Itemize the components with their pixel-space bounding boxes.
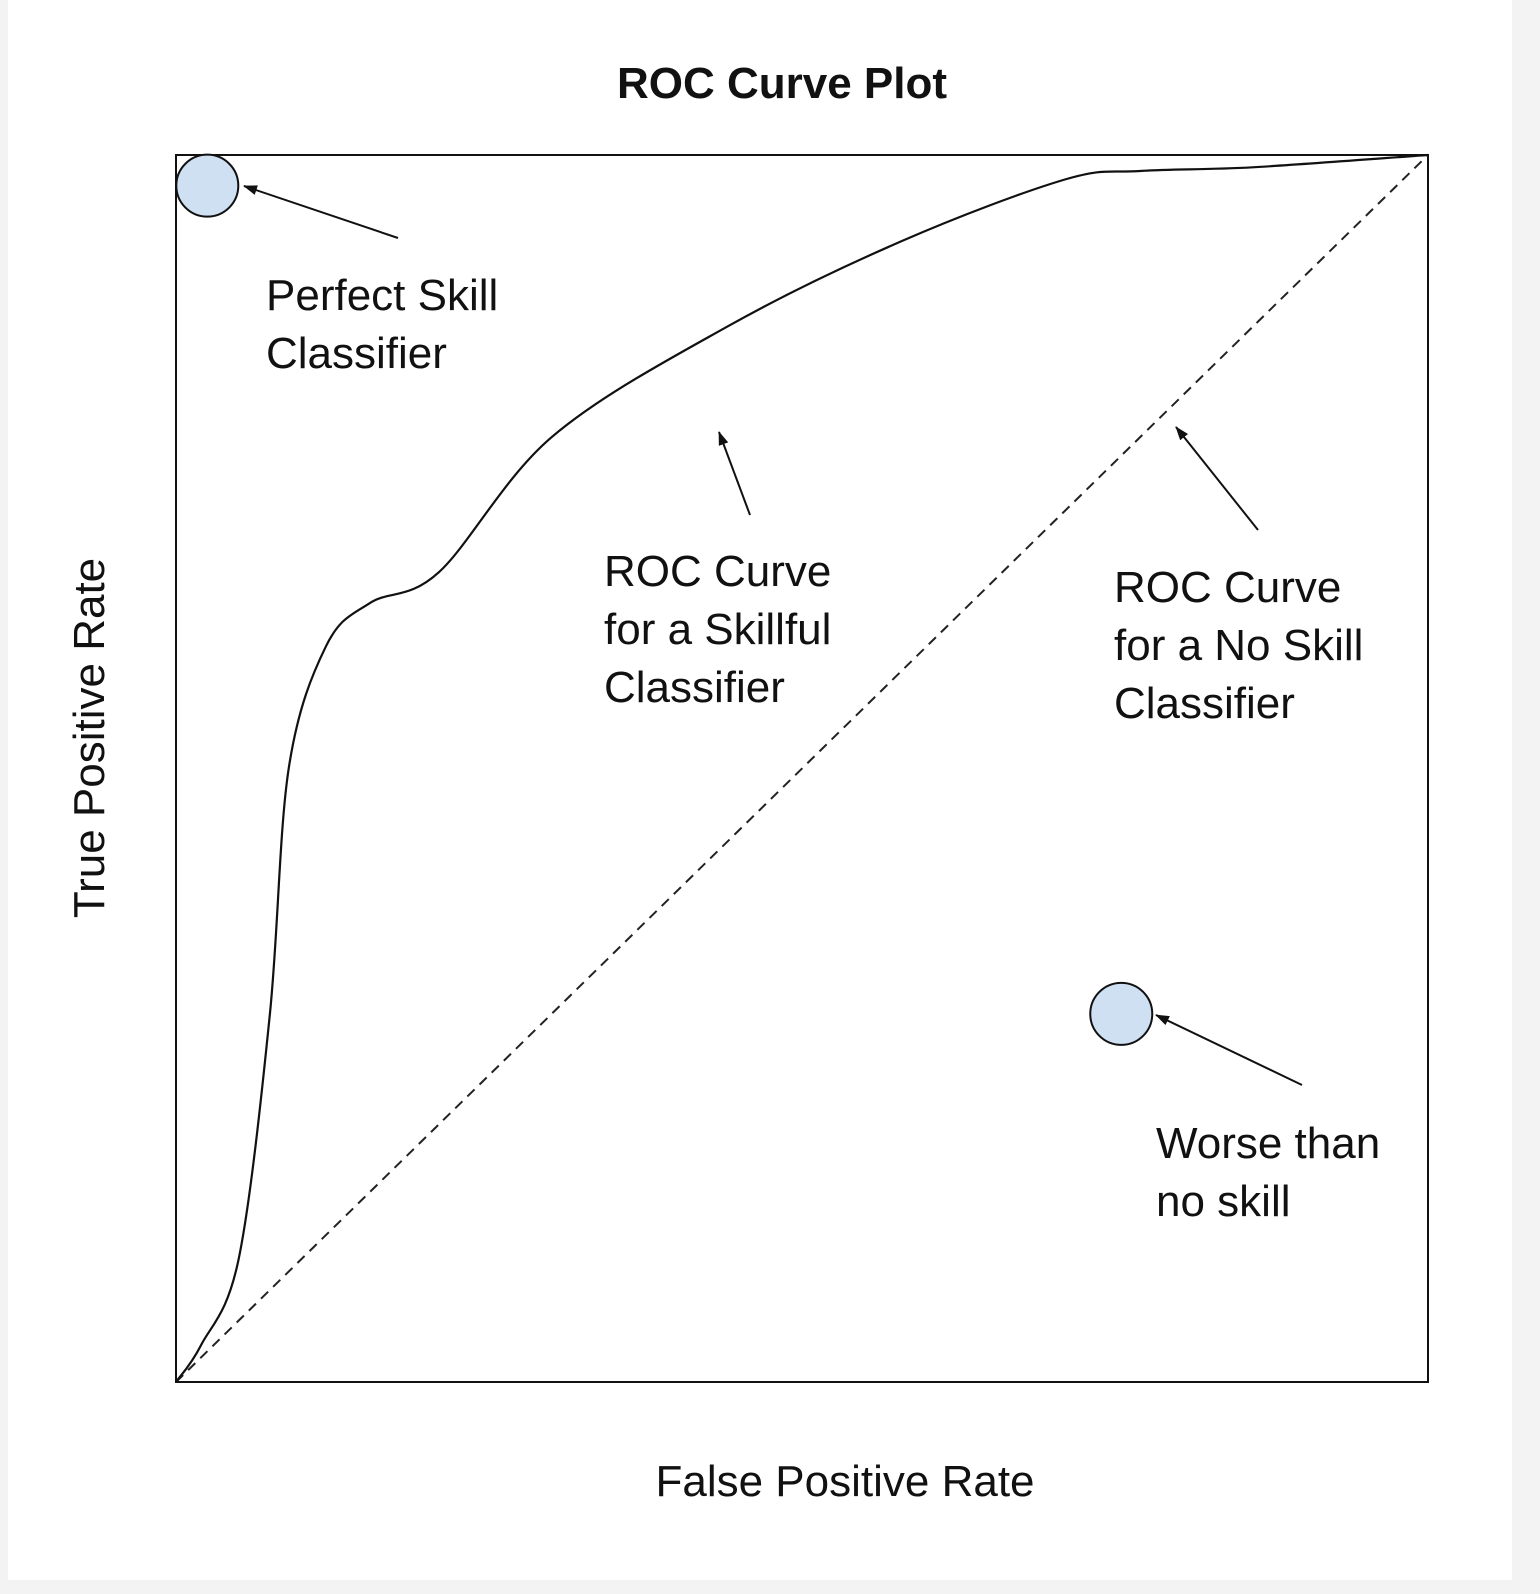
chart-canvas: ROC Curve Plot Perfect Skill Classifier … — [8, 0, 1512, 1580]
perfect-skill-arrow — [243, 185, 399, 239]
skillful-curve-arrow — [718, 431, 751, 516]
annotation-line: ROC Curve — [1114, 563, 1341, 612]
no-skill-diagonal-line — [175, 154, 1429, 1383]
no-skill-curve-arrow — [1175, 426, 1259, 531]
annotation-line: Classifier — [604, 663, 785, 712]
annotation-line: Perfect Skill — [266, 271, 498, 320]
annotation-line: Classifier — [266, 329, 447, 378]
annotation-line: for a No Skill — [1114, 621, 1363, 670]
no-skill-classifier-annotation: ROC Curve for a No Skill Classifier — [1114, 563, 1376, 728]
annotation-line: no skill — [1156, 1177, 1291, 1226]
annotation-line: for a Skillful — [604, 605, 831, 654]
annotation-line: Worse than — [1156, 1119, 1380, 1168]
worse-than-no-skill-annotation: Worse than no skill — [1156, 1119, 1392, 1226]
annotation-line: Classifier — [1114, 679, 1295, 728]
worse-than-no-skill-arrow — [1155, 1014, 1303, 1086]
plot-frame — [175, 154, 1429, 1383]
y-axis-label: True Positive Rate — [65, 558, 114, 918]
annotation-line: ROC Curve — [604, 547, 831, 596]
perfect-skill-marker — [175, 153, 240, 218]
chart-title: ROC Curve Plot — [617, 59, 947, 108]
worse-than-no-skill-marker — [1089, 981, 1154, 1046]
x-axis-label: False Positive Rate — [655, 1457, 1034, 1506]
skillful-classifier-annotation: ROC Curve for a Skillful Classifier — [604, 547, 844, 712]
skillful-classifier-curve — [175, 153, 1429, 1383]
perfect-skill-annotation: Perfect Skill Classifier — [266, 271, 511, 378]
roc-chart: ROC Curve Plot Perfect Skill Classifier … — [65, 59, 1429, 1506]
